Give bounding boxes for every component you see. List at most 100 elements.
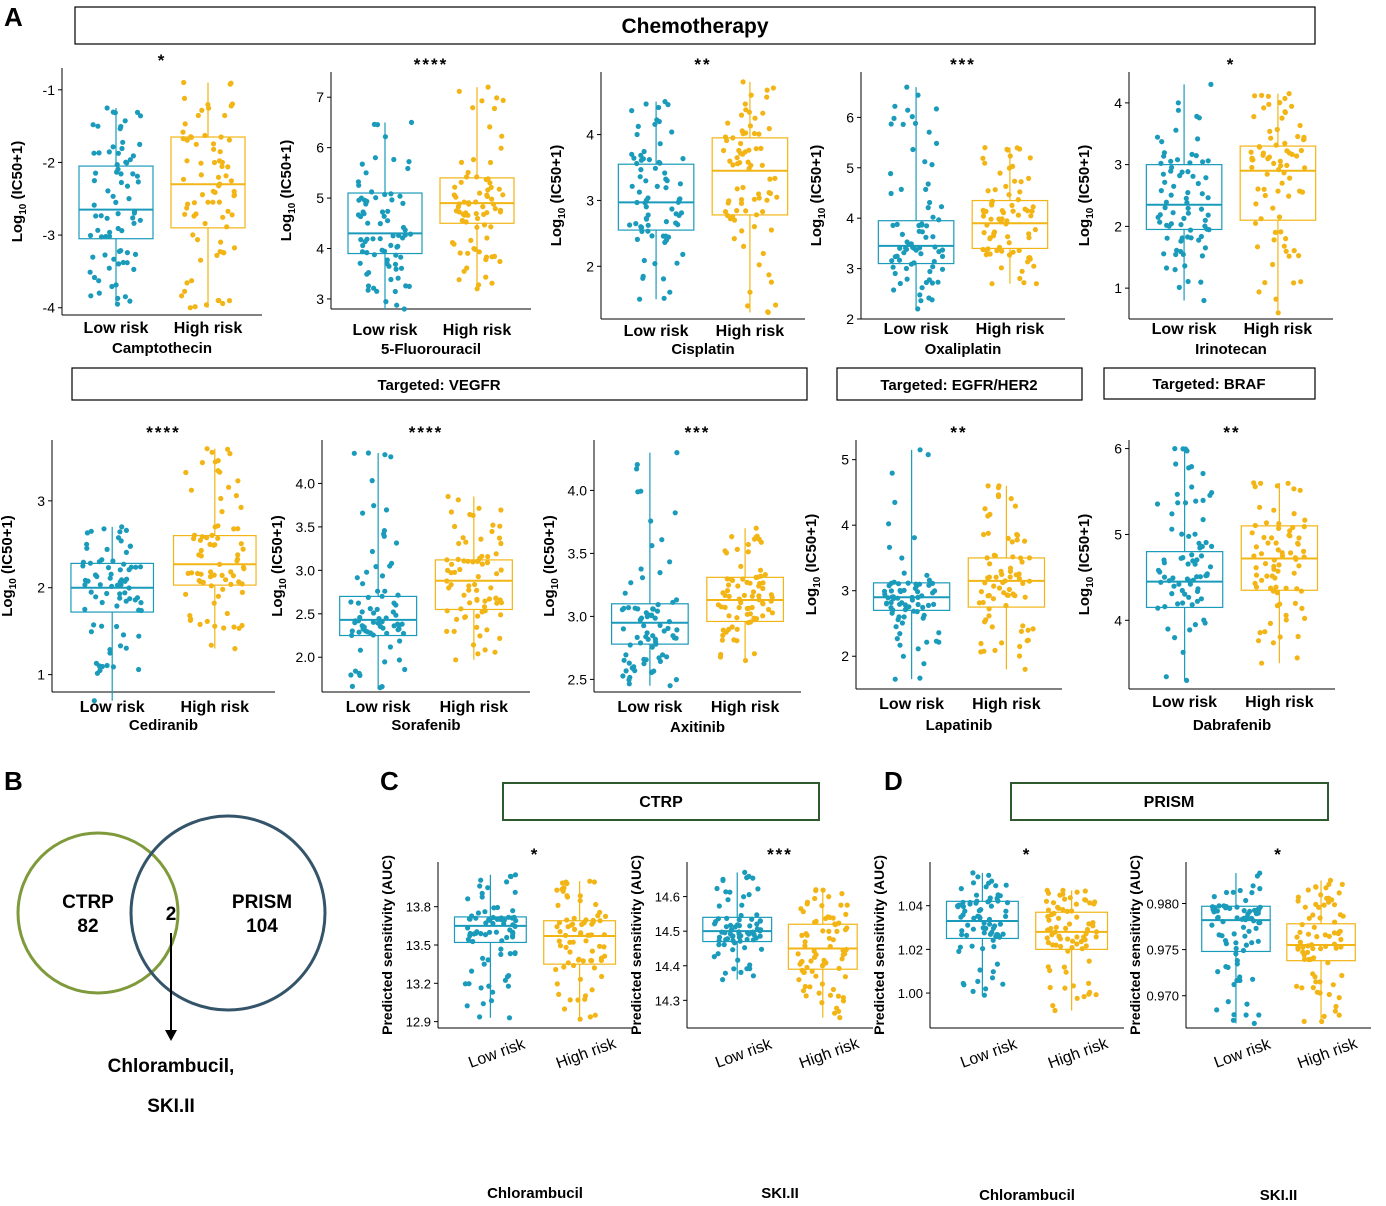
y-axis-label: Log10 (IC50+1)	[541, 515, 561, 617]
data-point	[1166, 578, 1172, 584]
data-point	[136, 607, 142, 613]
data-point	[95, 227, 101, 233]
panel-label-c: C	[380, 766, 399, 796]
data-point	[570, 939, 576, 945]
significance-marker: ***	[950, 55, 976, 74]
data-point	[734, 186, 740, 192]
data-point	[1026, 578, 1033, 584]
data-point	[1161, 251, 1167, 257]
data-point	[109, 583, 115, 590]
data-point	[1018, 628, 1024, 635]
data-point	[1186, 594, 1192, 600]
data-point	[661, 295, 667, 301]
data-point	[381, 213, 387, 219]
data-point	[812, 895, 818, 902]
data-point	[1295, 894, 1301, 900]
data-point	[390, 609, 396, 615]
data-point	[1282, 95, 1288, 102]
data-point	[94, 670, 100, 676]
data-point	[905, 107, 911, 113]
data-point	[1045, 907, 1052, 913]
y-axis-label: Log10 (IC50+1)	[548, 145, 568, 247]
data-point	[726, 582, 732, 588]
data-point	[897, 280, 903, 287]
y-axis-label: Log10 (IC50+1)	[1076, 514, 1096, 616]
data-point	[1030, 204, 1036, 210]
data-point	[985, 530, 991, 536]
data-point	[883, 601, 890, 607]
data-point	[195, 112, 201, 119]
y-tick-label: -4	[43, 300, 56, 316]
data-point	[348, 599, 354, 605]
data-point	[107, 650, 113, 656]
data-point	[408, 119, 415, 125]
data-point	[564, 880, 570, 887]
data-point	[123, 645, 129, 651]
data-point	[382, 134, 388, 140]
data-point	[1339, 881, 1345, 888]
data-point	[1202, 217, 1208, 223]
data-point	[1205, 195, 1211, 201]
data-point	[484, 627, 490, 633]
data-point	[736, 923, 743, 929]
data-point	[919, 285, 925, 291]
data-point	[926, 577, 933, 583]
data-point	[1162, 179, 1168, 185]
data-point	[221, 250, 227, 256]
data-point	[470, 559, 476, 565]
data-point	[591, 879, 598, 885]
data-point	[1172, 446, 1178, 452]
data-point	[1069, 945, 1075, 951]
data-point	[980, 246, 986, 253]
data-point	[554, 981, 560, 987]
data-point	[722, 134, 729, 140]
data-point	[1332, 919, 1338, 925]
data-point	[731, 236, 737, 242]
data-point	[899, 555, 905, 561]
data-point	[1292, 600, 1298, 607]
data-point	[349, 683, 355, 690]
data-point	[1056, 933, 1062, 939]
data-point	[720, 876, 726, 882]
data-point	[1171, 583, 1177, 589]
data-point	[1198, 206, 1205, 212]
data-point	[485, 84, 491, 90]
data-point	[1269, 535, 1275, 541]
y-tick-label: -2	[43, 154, 56, 170]
data-point	[652, 615, 658, 621]
venn-left-count: 82	[77, 916, 98, 937]
data-point	[988, 903, 995, 909]
data-point	[1310, 912, 1316, 918]
data-point	[1017, 275, 1023, 282]
data-point	[830, 937, 836, 943]
data-point	[1086, 991, 1092, 997]
data-point	[209, 532, 215, 539]
data-point	[117, 567, 123, 573]
y-tick-label: 2.5	[568, 671, 588, 687]
data-point	[983, 986, 989, 992]
data-point	[1336, 1012, 1342, 1018]
y-tick-label: 5	[846, 160, 854, 176]
data-point	[826, 894, 832, 900]
data-point	[1205, 212, 1211, 218]
data-point	[1295, 133, 1301, 140]
data-point	[927, 199, 933, 206]
data-point	[1296, 253, 1302, 259]
data-point	[1294, 153, 1300, 159]
data-point	[983, 252, 989, 258]
data-point	[84, 545, 90, 551]
data-point	[510, 908, 516, 914]
data-point	[754, 912, 760, 918]
data-point	[1261, 534, 1267, 541]
data-point	[930, 264, 936, 270]
data-point	[826, 935, 833, 941]
data-point	[115, 150, 121, 156]
data-point	[1003, 221, 1009, 227]
data-point	[757, 918, 763, 924]
data-point	[207, 574, 214, 580]
data-point	[1003, 908, 1009, 914]
data-point	[747, 123, 754, 129]
high-risk-group	[170, 79, 246, 311]
data-point	[393, 540, 400, 546]
data-point	[1256, 907, 1262, 913]
